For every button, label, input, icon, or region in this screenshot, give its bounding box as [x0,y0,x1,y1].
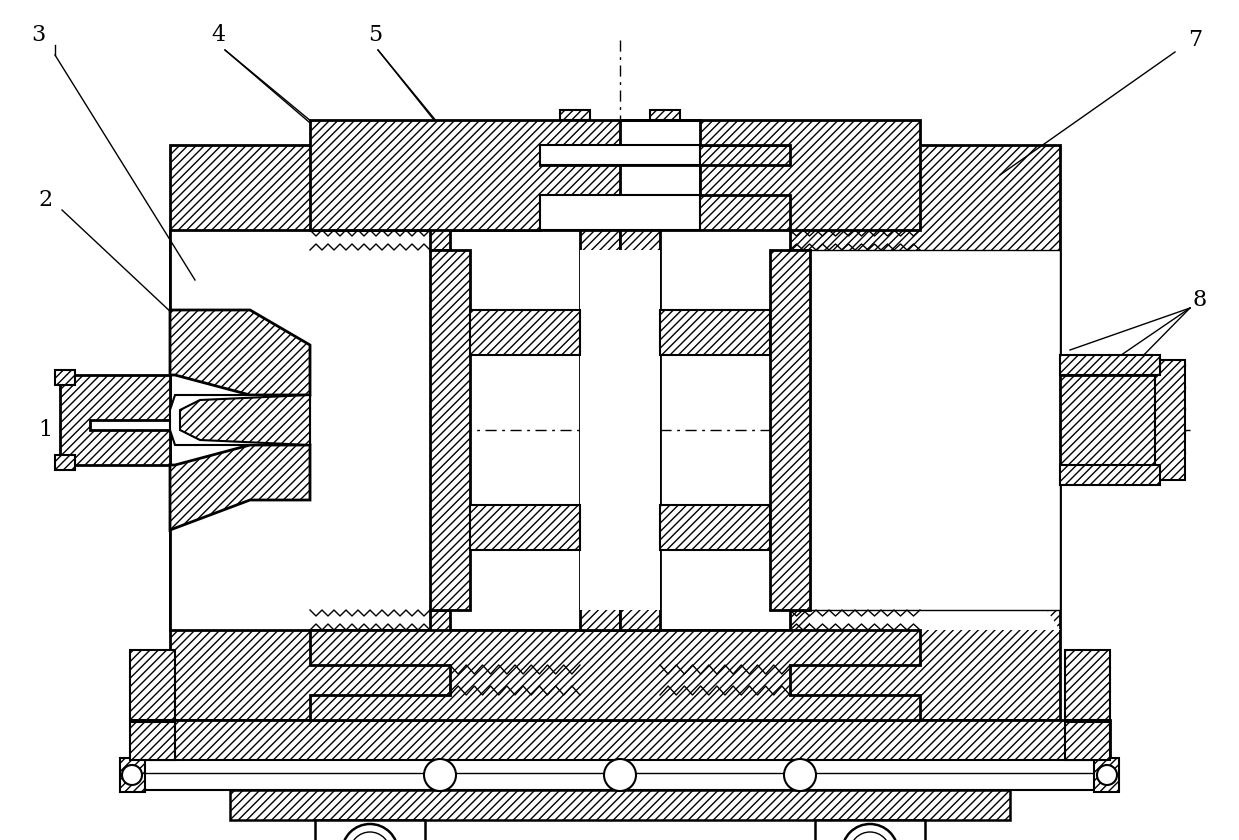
Circle shape [784,759,817,791]
Polygon shape [170,310,310,395]
Polygon shape [660,505,769,550]
Polygon shape [560,110,590,120]
Polygon shape [230,790,1010,820]
Circle shape [850,832,890,840]
Polygon shape [59,375,170,465]
Text: 3: 3 [31,24,45,46]
Circle shape [121,765,142,785]
Polygon shape [1066,722,1110,760]
Polygon shape [1061,465,1160,485]
Circle shape [349,832,390,840]
Text: 7: 7 [1188,29,1202,51]
Polygon shape [540,145,700,165]
Polygon shape [55,455,76,470]
Polygon shape [620,120,921,230]
Polygon shape [470,505,580,550]
Polygon shape [540,195,700,230]
Text: 2: 2 [38,189,52,211]
Polygon shape [650,110,680,120]
Polygon shape [1066,650,1110,720]
Polygon shape [315,820,425,840]
Polygon shape [620,250,660,610]
Polygon shape [310,630,921,720]
Circle shape [1097,765,1118,785]
Polygon shape [130,760,1110,790]
Polygon shape [580,250,620,610]
Polygon shape [810,250,1061,630]
Polygon shape [310,120,620,230]
Polygon shape [815,820,926,840]
Text: 1: 1 [38,419,52,441]
Polygon shape [810,250,1061,610]
Polygon shape [180,395,310,445]
Polygon shape [1094,758,1119,792]
Polygon shape [170,145,620,720]
Polygon shape [1061,355,1160,375]
Circle shape [424,759,456,791]
Polygon shape [470,310,580,355]
Polygon shape [1061,375,1180,465]
Polygon shape [620,145,1061,720]
Polygon shape [170,445,310,530]
Polygon shape [660,310,769,355]
Polygon shape [130,722,175,760]
Polygon shape [120,758,145,792]
Polygon shape [769,250,810,610]
Polygon shape [130,650,175,720]
Polygon shape [1155,360,1184,480]
Polygon shape [580,230,620,630]
Circle shape [603,759,636,791]
Text: 5: 5 [368,24,382,46]
Circle shape [843,824,898,840]
Polygon shape [170,230,450,630]
Text: 8: 8 [1193,289,1207,311]
Polygon shape [430,250,470,610]
Polygon shape [55,370,76,385]
Polygon shape [620,230,660,630]
Circle shape [342,824,398,840]
Polygon shape [130,720,1110,760]
Polygon shape [170,395,310,445]
Text: 4: 4 [211,24,225,46]
